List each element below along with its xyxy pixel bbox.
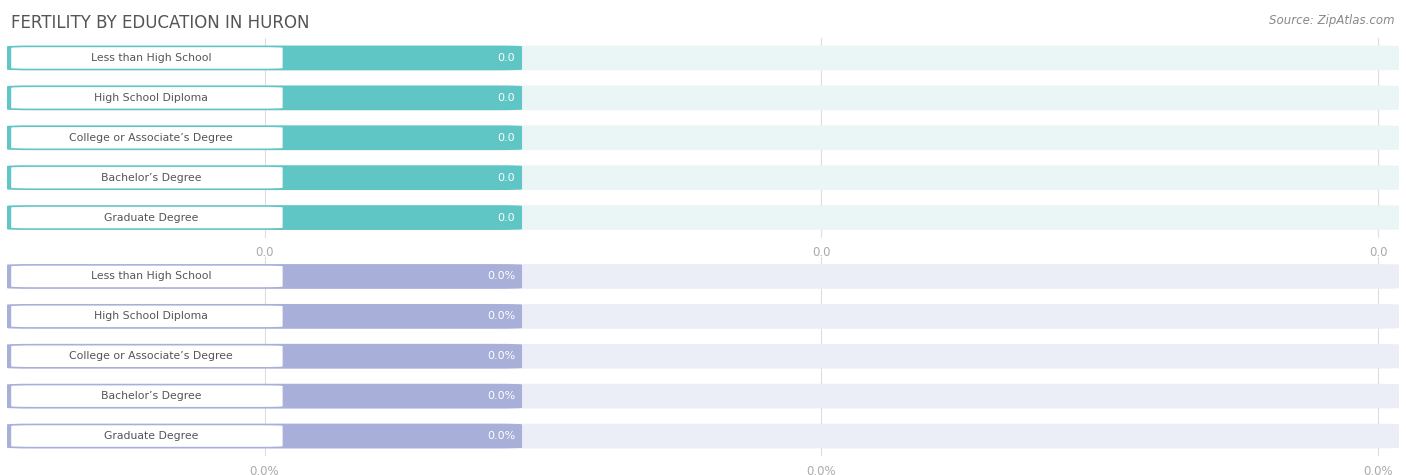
Text: 0.0%: 0.0% <box>486 391 515 401</box>
FancyBboxPatch shape <box>11 266 283 287</box>
FancyBboxPatch shape <box>7 264 522 289</box>
Text: 0.0: 0.0 <box>256 246 274 259</box>
FancyBboxPatch shape <box>7 46 522 70</box>
FancyBboxPatch shape <box>7 165 522 190</box>
FancyBboxPatch shape <box>7 125 522 150</box>
Text: Source: ZipAtlas.com: Source: ZipAtlas.com <box>1270 14 1395 27</box>
FancyBboxPatch shape <box>7 125 1399 150</box>
Text: 0.0: 0.0 <box>498 212 515 223</box>
FancyBboxPatch shape <box>7 344 1399 369</box>
FancyBboxPatch shape <box>7 304 1399 329</box>
FancyBboxPatch shape <box>7 424 522 448</box>
FancyBboxPatch shape <box>7 205 1399 230</box>
Text: 0.0: 0.0 <box>498 172 515 183</box>
FancyBboxPatch shape <box>11 425 283 447</box>
Text: 0.0%: 0.0% <box>250 465 280 475</box>
FancyBboxPatch shape <box>7 165 1399 190</box>
Text: Graduate Degree: Graduate Degree <box>104 431 198 441</box>
FancyBboxPatch shape <box>11 87 283 109</box>
Text: Less than High School: Less than High School <box>91 53 211 63</box>
Text: 0.0: 0.0 <box>1369 246 1388 259</box>
FancyBboxPatch shape <box>11 47 283 69</box>
Text: Graduate Degree: Graduate Degree <box>104 212 198 223</box>
Text: 0.0%: 0.0% <box>486 311 515 322</box>
Text: Bachelor’s Degree: Bachelor’s Degree <box>101 391 201 401</box>
FancyBboxPatch shape <box>7 424 1399 448</box>
Text: 0.0%: 0.0% <box>1364 465 1393 475</box>
FancyBboxPatch shape <box>7 304 522 329</box>
Text: College or Associate’s Degree: College or Associate’s Degree <box>69 133 233 143</box>
Text: Less than High School: Less than High School <box>91 271 211 282</box>
Text: 0.0: 0.0 <box>813 246 831 259</box>
Text: 0.0%: 0.0% <box>486 431 515 441</box>
FancyBboxPatch shape <box>11 207 283 228</box>
Text: 0.0%: 0.0% <box>486 351 515 361</box>
FancyBboxPatch shape <box>11 305 283 327</box>
FancyBboxPatch shape <box>7 264 1399 289</box>
Text: 0.0: 0.0 <box>498 133 515 143</box>
Text: High School Diploma: High School Diploma <box>94 93 208 103</box>
FancyBboxPatch shape <box>7 86 1399 110</box>
Text: 0.0: 0.0 <box>498 53 515 63</box>
Text: FERTILITY BY EDUCATION IN HURON: FERTILITY BY EDUCATION IN HURON <box>11 14 309 32</box>
FancyBboxPatch shape <box>7 46 1399 70</box>
FancyBboxPatch shape <box>7 384 522 408</box>
Text: High School Diploma: High School Diploma <box>94 311 208 322</box>
Text: 0.0%: 0.0% <box>486 271 515 282</box>
FancyBboxPatch shape <box>7 205 522 230</box>
FancyBboxPatch shape <box>7 384 1399 408</box>
Text: Bachelor’s Degree: Bachelor’s Degree <box>101 172 201 183</box>
FancyBboxPatch shape <box>11 385 283 407</box>
FancyBboxPatch shape <box>11 345 283 367</box>
Text: 0.0%: 0.0% <box>807 465 837 475</box>
FancyBboxPatch shape <box>7 86 522 110</box>
Text: College or Associate’s Degree: College or Associate’s Degree <box>69 351 233 361</box>
FancyBboxPatch shape <box>7 344 522 369</box>
FancyBboxPatch shape <box>11 167 283 189</box>
FancyBboxPatch shape <box>11 127 283 149</box>
Text: 0.0: 0.0 <box>498 93 515 103</box>
